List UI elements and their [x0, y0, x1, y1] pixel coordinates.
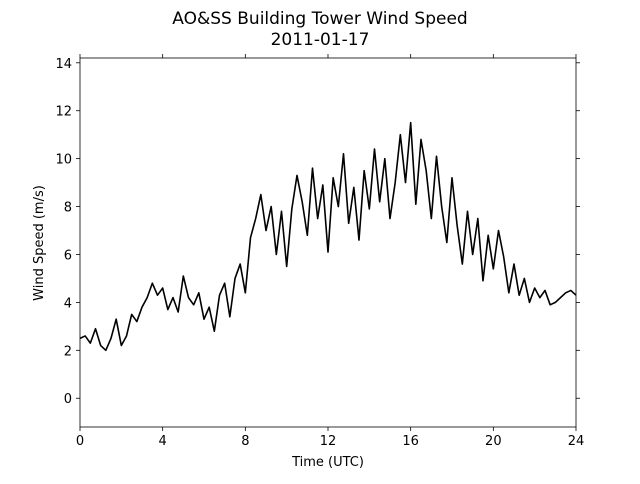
- y-tick-label: 14: [55, 57, 72, 72]
- x-tick-label: 8: [241, 434, 249, 449]
- x-tick-label: 4: [159, 434, 167, 449]
- x-tick-label: 16: [402, 434, 419, 449]
- y-tick-label: 4: [64, 296, 72, 311]
- y-tick-label: 0: [64, 392, 72, 407]
- chart-subtitle: 2011-01-17: [271, 30, 370, 50]
- y-tick-label: 8: [64, 201, 72, 216]
- x-tick-label: 0: [76, 434, 84, 449]
- chart-title: AO&SS Building Tower Wind Speed: [172, 9, 467, 29]
- y-tick-label: 6: [64, 248, 72, 263]
- y-tick-label: 10: [55, 153, 72, 168]
- y-axis-label: Wind Speed (m/s): [32, 185, 47, 301]
- x-axis-label: Time (UTC): [291, 455, 364, 470]
- y-tick-label: 12: [55, 105, 72, 120]
- x-tick-label: 12: [320, 434, 337, 449]
- data-line: [79, 121, 577, 352]
- x-tick-label: 24: [568, 434, 585, 449]
- y-tick-label: 2: [64, 344, 72, 359]
- x-tick-label: 20: [485, 434, 502, 449]
